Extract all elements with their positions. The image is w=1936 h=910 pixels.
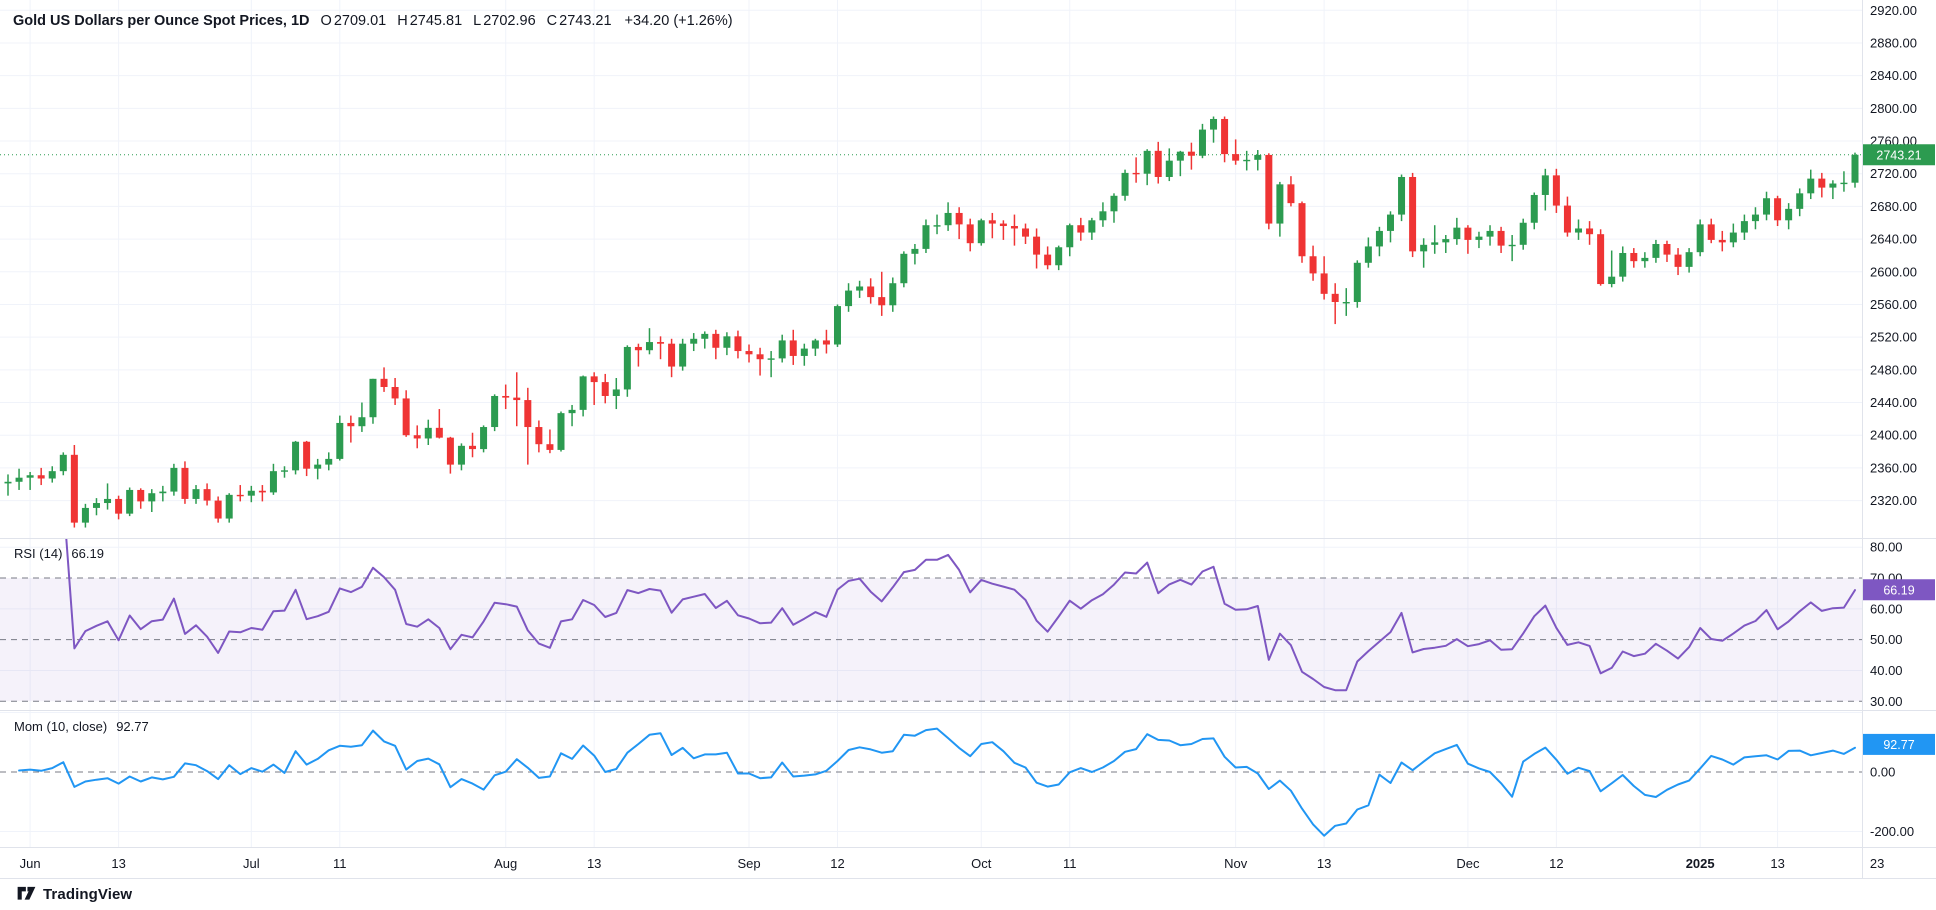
change-value: +34.20 (+1.26%) (624, 13, 733, 29)
svg-text:11: 11 (1063, 856, 1077, 871)
svg-text:2025: 2025 (1686, 856, 1715, 871)
svg-text:40.00: 40.00 (1870, 663, 1903, 678)
indicator-limit-lines (0, 577, 1862, 773)
svg-text:12: 12 (1549, 856, 1563, 871)
svg-text:13: 13 (1317, 856, 1331, 871)
chart-canvas[interactable]: 2320.002360.002400.002440.002480.002520.… (0, 0, 1936, 878)
svg-text:2880.00: 2880.00 (1870, 35, 1917, 50)
svg-text:Oct: Oct (971, 856, 992, 871)
svg-text:2600.00: 2600.00 (1870, 264, 1917, 279)
rsi-value-badge: 66.19 (1863, 579, 1935, 601)
svg-text:2680.00: 2680.00 (1870, 199, 1917, 214)
svg-text:2360.00: 2360.00 (1870, 460, 1917, 475)
svg-text:Sep: Sep (737, 856, 760, 871)
svg-text:2840.00: 2840.00 (1870, 68, 1917, 83)
low-label: L (473, 13, 482, 29)
svg-text:2800.00: 2800.00 (1870, 101, 1917, 116)
svg-text:2640.00: 2640.00 (1870, 232, 1917, 247)
time-axis[interactable]: Jun 13 Jul 11 Aug 13 Sep 12 Oct 11 Nov 13 Dec 12 2025 1… (20, 856, 1885, 871)
symbol-title: Gold US Dollars per Ounce Spot Prices, 1… (13, 13, 310, 29)
tradingview-logo-text: TradingView (43, 886, 133, 903)
svg-text:11: 11 (333, 856, 347, 871)
svg-text:2560.00: 2560.00 (1870, 297, 1917, 312)
open-value: 2709.01 (333, 13, 387, 29)
open-label: O (320, 13, 332, 29)
svg-text:2743.21: 2743.21 (1876, 148, 1921, 162)
svg-text:Jul: Jul (243, 856, 260, 871)
svg-text:30.00: 30.00 (1870, 694, 1903, 709)
rsi-legend-value: 66.19 (71, 546, 104, 561)
svg-text:2400.00: 2400.00 (1870, 428, 1917, 443)
grid-layer (0, 0, 1862, 847)
last-price-badge: 2743.21 (1863, 144, 1935, 166)
svg-text:60.00: 60.00 (1870, 601, 1903, 616)
svg-text:2920.00: 2920.00 (1870, 3, 1917, 18)
svg-text:-200.00: -200.00 (1870, 824, 1914, 839)
svg-text:80.00: 80.00 (1870, 540, 1903, 555)
svg-text:13: 13 (1770, 856, 1784, 871)
pane-separators (0, 0, 1936, 878)
high-label: H (397, 13, 408, 29)
rsi-line (65, 538, 1856, 692)
svg-text:Nov: Nov (1224, 856, 1248, 871)
svg-text:2320.00: 2320.00 (1870, 493, 1917, 508)
close-label: C (546, 13, 558, 29)
momentum-line (18, 727, 1856, 837)
momentum-value-badge: 92.77 (1863, 733, 1935, 755)
svg-text:Aug: Aug (494, 856, 517, 871)
svg-text:2520.00: 2520.00 (1870, 330, 1917, 345)
low-value: 2702.96 (483, 13, 536, 29)
momentum-legend-title: Mom (10, close) (14, 719, 108, 734)
svg-text:2440.00: 2440.00 (1870, 395, 1917, 410)
high-value: 2745.81 (409, 13, 463, 29)
svg-text:92.77: 92.77 (1883, 738, 1914, 752)
close-value: 2743.21 (559, 13, 612, 29)
svg-text:23: 23 (1870, 856, 1884, 871)
svg-text:66.19: 66.19 (1883, 583, 1914, 597)
svg-text:Jun: Jun (20, 856, 41, 871)
tradingview-logo-icon (17, 886, 36, 900)
candles-layer (4, 116, 1859, 528)
tradingview-logo[interactable]: TradingView (17, 886, 132, 903)
momentum-legend-value: 92.77 (116, 719, 149, 734)
footer-bar: TradingView (0, 878, 1936, 910)
svg-text:0.00: 0.00 (1870, 764, 1895, 779)
svg-text:50.00: 50.00 (1870, 632, 1903, 647)
svg-text:12: 12 (830, 856, 844, 871)
symbol-legend[interactable]: Gold US Dollars per Ounce Spot Prices, 1… (13, 13, 733, 29)
svg-text:2720.00: 2720.00 (1870, 166, 1917, 181)
svg-text:13: 13 (111, 856, 125, 871)
momentum-legend[interactable]: Mom (10, close) 92.77 (14, 719, 149, 734)
axis-badges: 2743.21 66.19 92.77 (1863, 144, 1935, 755)
price-axis[interactable]: 2320.00 2360.00 2400.00 2440.00 2480.00 2520.… (1870, 3, 1917, 839)
rsi-legend-title: RSI (14) (14, 546, 63, 561)
svg-text:13: 13 (587, 856, 601, 871)
svg-text:Dec: Dec (1456, 856, 1480, 871)
rsi-legend[interactable]: RSI (14) 66.19 (14, 546, 104, 561)
svg-text:2480.00: 2480.00 (1870, 362, 1917, 377)
